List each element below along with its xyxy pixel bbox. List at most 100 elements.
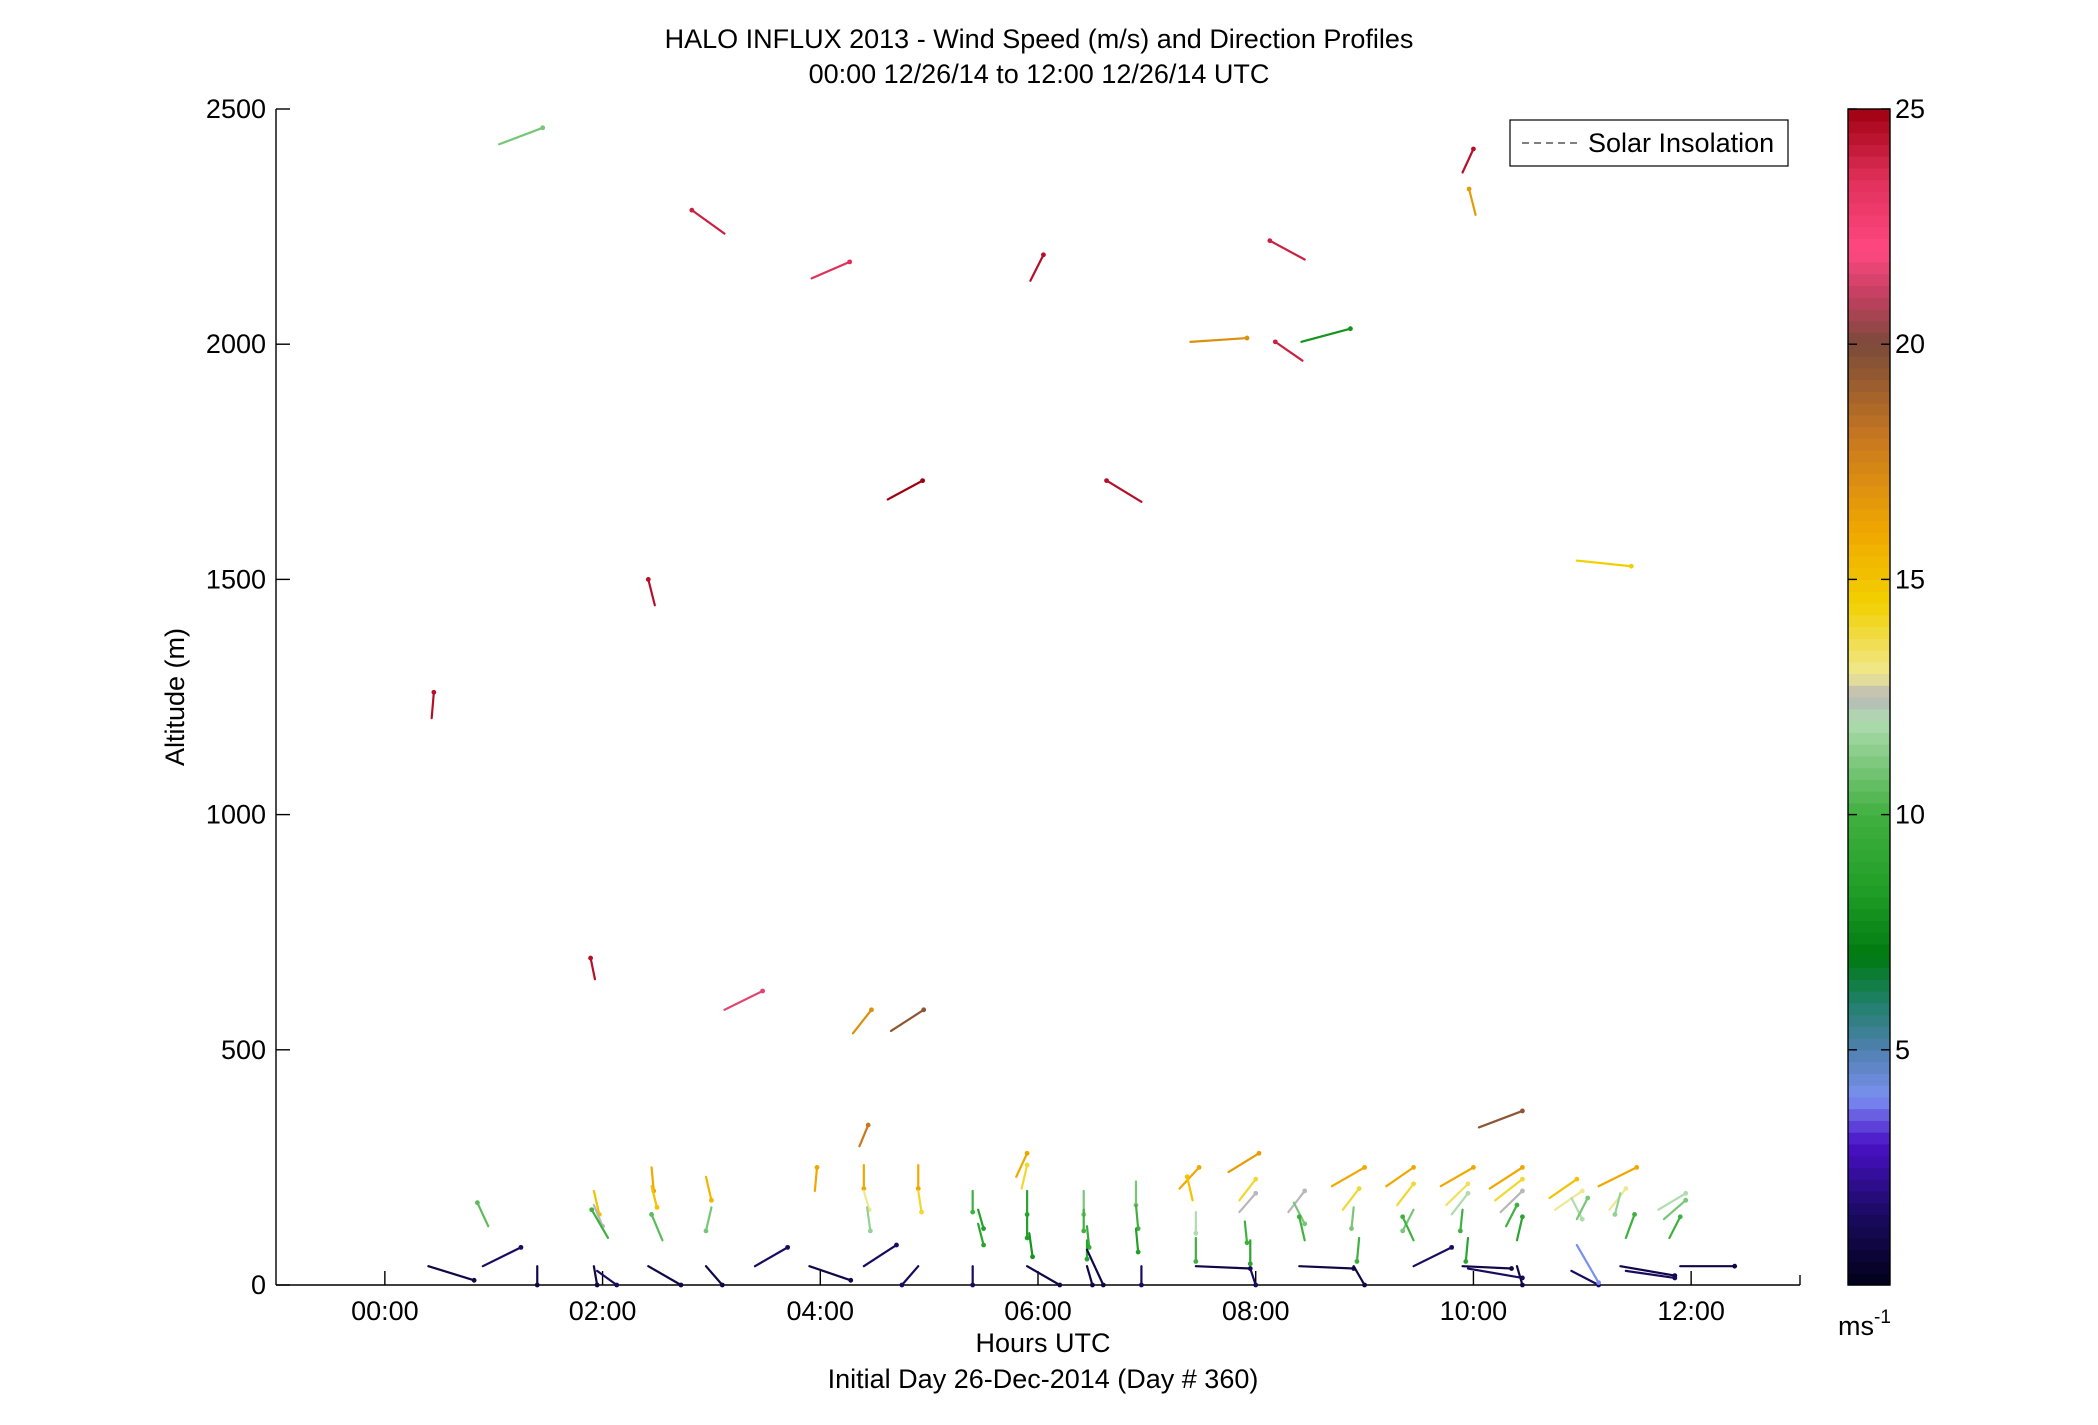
wind-barb [1445, 1182, 1470, 1207]
wind-barb [1189, 336, 1249, 343]
wind-barb-head [1244, 335, 1250, 341]
wind-barb [1570, 1196, 1584, 1221]
wind-barb [1624, 1269, 1676, 1280]
wind-barb-head [1267, 238, 1273, 244]
colorbar-cell [1848, 673, 1890, 686]
legend-box [1509, 119, 1789, 167]
colorbar-cell [1848, 1167, 1890, 1180]
plot-area: 0 500 1000 1500 2000 2500 00:00 02:00 04:00 06:0… [206, 94, 1801, 1326]
wind-barb-head [540, 125, 546, 131]
wind-barb-head [920, 478, 926, 484]
colorbar-cell [1848, 461, 1890, 475]
y-tick-label: 500 [221, 1035, 266, 1065]
colorbar-cell [1848, 1049, 1890, 1063]
colorbar-cell [1848, 861, 1890, 874]
colorbar-cell [1848, 438, 1890, 451]
colorbar-cell [1848, 1249, 1890, 1263]
x-axis-label-initial-day: Initial Day 26-Dec-2014 (Day # 360) [828, 1364, 1259, 1394]
colorbar-cell [1848, 485, 1890, 498]
colorbar-cell [1848, 1120, 1890, 1133]
wind-barb-head [1520, 1165, 1525, 1170]
colorbar-cell [1848, 332, 1890, 345]
wind-barb-head [1520, 1108, 1525, 1114]
wind-barb [650, 1185, 659, 1209]
wind-barb-head [1574, 1176, 1580, 1182]
colorbar-cell [1848, 379, 1890, 392]
wind-barb [592, 1189, 601, 1216]
colorbar-cell [1848, 367, 1890, 381]
wind-barb [851, 1008, 873, 1035]
wind-barb [1515, 1215, 1524, 1242]
wind-barb-head [1596, 1280, 1602, 1286]
colorbar-cell [1848, 979, 1890, 992]
colorbar-cell [1848, 1155, 1890, 1168]
wind-barb [1553, 1189, 1584, 1211]
wind-barb [1619, 1265, 1676, 1277]
wind-barb-head [1244, 1240, 1250, 1246]
wind-barb-head [861, 1186, 867, 1191]
wind-barb [1613, 1192, 1622, 1216]
wind-barb [862, 1243, 898, 1268]
wind-barb [1412, 1246, 1453, 1268]
colorbar-cell [1848, 403, 1890, 416]
wind-barb [1396, 1182, 1415, 1207]
wind-barb [1464, 1236, 1470, 1263]
wind-barb-head [1349, 1226, 1354, 1231]
wind-barb-head [1514, 1202, 1520, 1208]
wind-barb-head [1362, 1165, 1367, 1170]
wind-barb-head [1471, 146, 1476, 152]
wind-barb [1439, 1166, 1475, 1188]
wind-barb [1238, 1178, 1257, 1202]
wind-barb [1015, 1152, 1029, 1178]
wind-barb [1026, 1265, 1061, 1287]
wind-barb-head [1090, 1282, 1095, 1288]
wind-barb [650, 1166, 655, 1193]
wind-barb [1548, 1178, 1578, 1200]
wind-barb-head [760, 988, 765, 994]
wind-barb [1341, 1187, 1361, 1211]
colorbar: 5 10 15 20 25 ms-1 [1838, 94, 1925, 1341]
x-axis-ticks: 00:00 02:00 04:00 06:00 08:00 10:00 12:00 [351, 1271, 1801, 1326]
colorbar-cell [1848, 932, 1890, 945]
colorbar-unit-superscript: -1 [1874, 1307, 1891, 1328]
colorbar-cell [1848, 285, 1890, 298]
wind-barb [889, 1008, 925, 1033]
colorbar-cell [1848, 649, 1890, 663]
wind-barb-head [1411, 1165, 1416, 1170]
wind-barb-head [785, 1244, 791, 1250]
wind-barb-head [1193, 1259, 1199, 1264]
colorbar-cell [1848, 614, 1890, 628]
wind-barb-head [1356, 1186, 1362, 1191]
colorbar-cell [1848, 802, 1890, 816]
wind-barb [690, 209, 726, 235]
wind-barb [1300, 327, 1352, 343]
wind-barb-head [1623, 1186, 1629, 1191]
wind-barb-head [1354, 1259, 1360, 1264]
wind-barb-head [534, 1282, 540, 1288]
wind-barb [808, 1265, 852, 1282]
colorbar-cell [1848, 414, 1890, 428]
colorbar-unit: ms-1 [1838, 1307, 1891, 1341]
wind-barb [1401, 1208, 1415, 1233]
colorbar-cell [1848, 344, 1890, 357]
wind-barb-head [1465, 1181, 1471, 1187]
wind-barb [977, 1208, 985, 1230]
wind-barb [1350, 1206, 1355, 1230]
colorbar-cell [1848, 908, 1890, 922]
wind-barb-head [1253, 1282, 1259, 1288]
x-tick-label: 10:00 [1440, 1296, 1508, 1326]
wind-barb-head [1139, 1282, 1144, 1288]
colorbar-cell [1848, 685, 1890, 698]
colorbar-ticks: 5 10 15 20 25 [1848, 94, 1925, 1065]
colorbar-cell [1848, 426, 1890, 439]
wind-barb [813, 1166, 819, 1193]
wind-barb [1268, 239, 1306, 261]
colorbar-cell [1848, 849, 1890, 863]
colorbar-cell [1848, 1073, 1890, 1086]
colorbar-cell [1848, 920, 1890, 933]
colorbar-cell [1848, 238, 1890, 251]
wind-barb [1186, 1175, 1194, 1202]
wind-barb-head [1471, 1165, 1476, 1170]
wind-barb-head [1683, 1190, 1689, 1196]
wind-barb [1287, 1189, 1306, 1214]
